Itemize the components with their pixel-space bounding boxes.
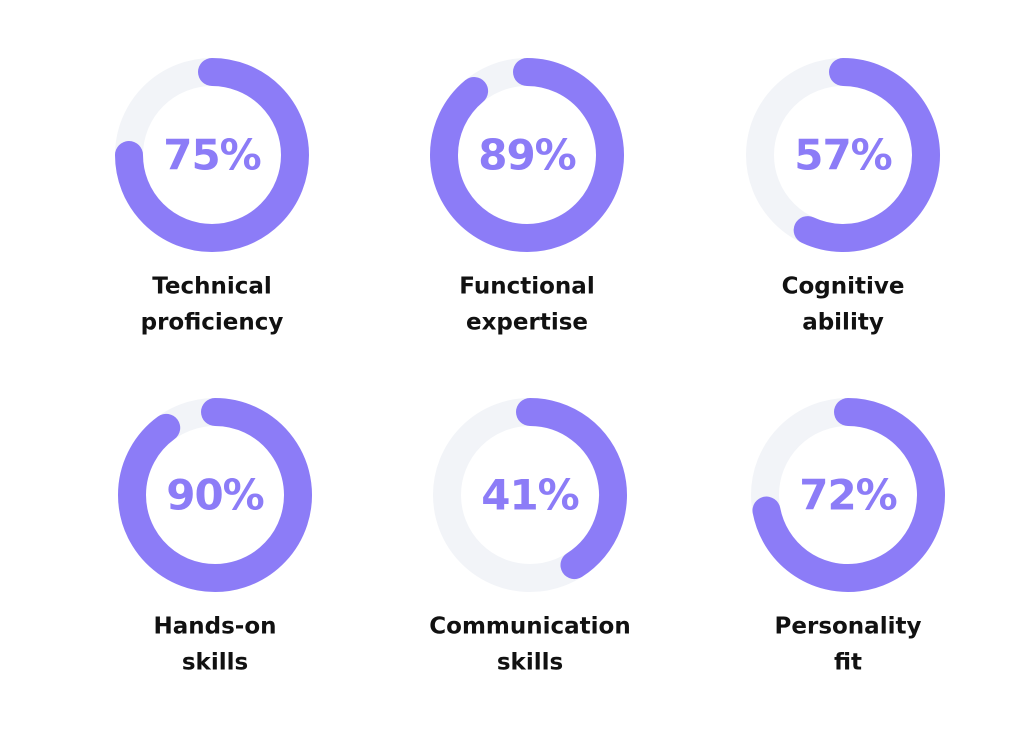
donut-arc (430, 58, 624, 252)
value-label: 75% (163, 131, 261, 180)
donut-arc (516, 398, 627, 580)
gauge-label: skills (182, 650, 248, 676)
value-label: 89% (478, 131, 576, 180)
donut-arc (793, 58, 940, 252)
gauge-label: ability (802, 310, 884, 336)
gauge-label: Communication (429, 614, 630, 640)
gauge-label: proficiency (141, 310, 284, 336)
gauge-label: Personality (775, 614, 922, 640)
value-label: 72% (799, 471, 897, 520)
gauge-label: fit (834, 650, 862, 676)
donut-arc (115, 58, 309, 252)
gauge-label: Cognitive (782, 274, 905, 300)
gauge-label: skills (497, 650, 563, 676)
gauge-label: expertise (466, 310, 588, 336)
donut-arc (752, 398, 945, 592)
donut-arc (118, 398, 312, 592)
value-label: 41% (481, 471, 579, 520)
gauge-label: Technical (152, 274, 272, 300)
gauge-label: Hands-on (153, 614, 276, 640)
gauge-label: Functional (459, 274, 594, 300)
value-label: 57% (794, 131, 892, 180)
value-label: 90% (166, 471, 264, 520)
